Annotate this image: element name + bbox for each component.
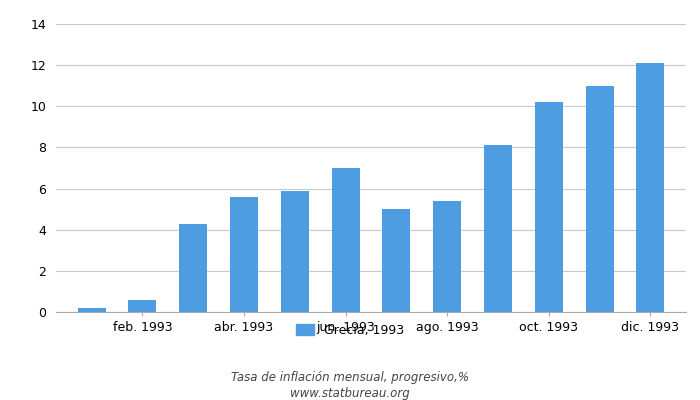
Bar [332, 168, 360, 312]
Text: www.statbureau.org: www.statbureau.org [290, 388, 410, 400]
Bar [535, 102, 563, 312]
Legend: Grecia, 1993: Grecia, 1993 [290, 319, 410, 342]
Bar [230, 197, 258, 312]
Bar [382, 209, 410, 312]
Bar [179, 224, 207, 312]
Bar [433, 201, 461, 312]
Bar [586, 86, 614, 312]
Bar [636, 63, 664, 312]
Bar [128, 300, 156, 312]
Bar [281, 191, 309, 312]
Bar [484, 145, 512, 312]
Text: Tasa de inflación mensual, progresivo,%: Tasa de inflación mensual, progresivo,% [231, 372, 469, 384]
Bar [78, 308, 106, 312]
